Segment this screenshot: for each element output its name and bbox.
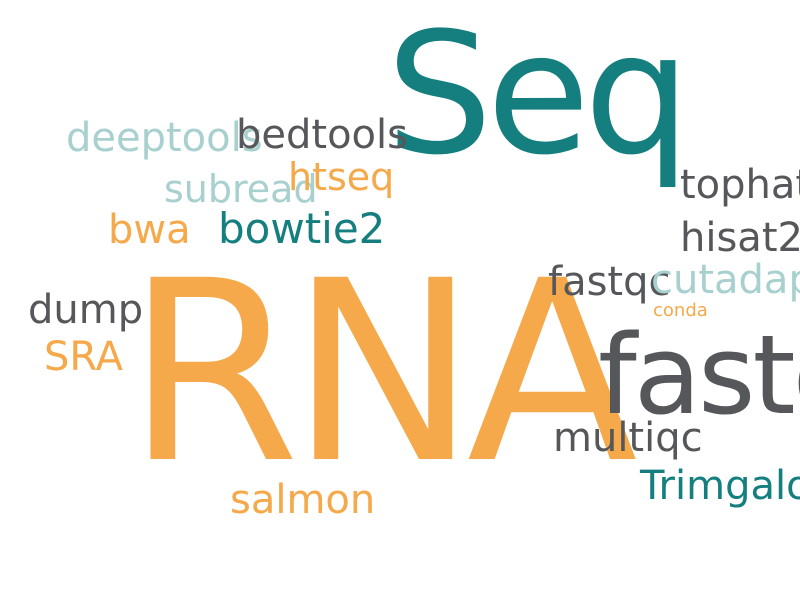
word-rna: RNA (126, 227, 638, 518)
word-fastq: fastq (598, 311, 800, 439)
word-cutadapt: cutadapt (651, 257, 800, 303)
word-bedtools: bedtools (236, 112, 408, 158)
word-conda: conda (653, 300, 708, 321)
word-trimgalore: Trimgalore (640, 463, 800, 509)
word-hisat2: hisat2 (680, 215, 800, 261)
word-dump: dump (28, 287, 144, 333)
word-multiqc: multiqc (553, 415, 703, 461)
word-htseq: htseq (288, 155, 395, 199)
word-bwa: bwa (108, 207, 191, 253)
word-sra: SRA (44, 334, 123, 380)
word-bowtie2: bowtie2 (218, 204, 386, 253)
word-deeptools: deeptools (66, 115, 263, 161)
word-subread: subread (164, 167, 318, 211)
word-fastqc: fastqc (548, 259, 671, 305)
word-seq: Seq (386, 0, 691, 192)
word-tophat: tophat (680, 162, 800, 208)
word-salmon: salmon (230, 477, 376, 523)
